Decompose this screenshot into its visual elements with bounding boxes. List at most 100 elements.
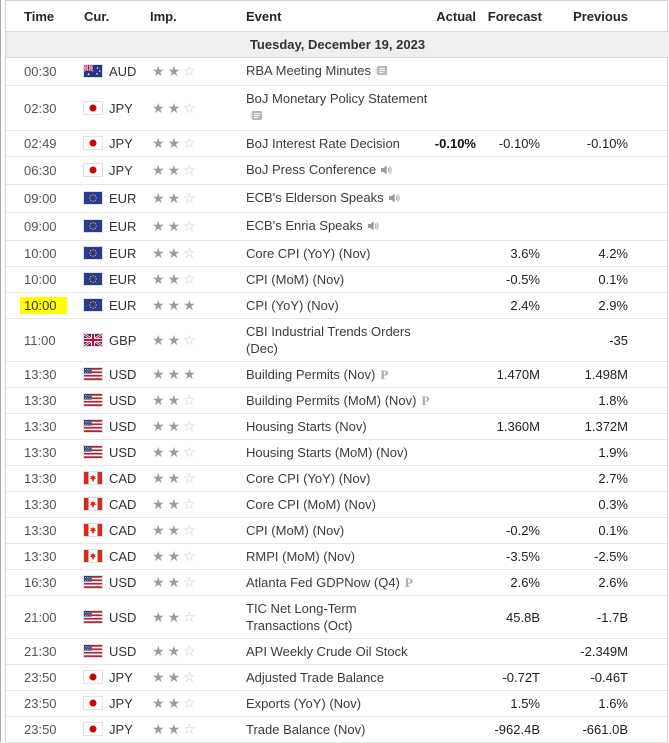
preliminary-icon: P <box>380 367 389 382</box>
event-name[interactable]: BoJ Interest Rate Decision <box>246 136 400 151</box>
event-time: 10:00 <box>6 266 84 293</box>
event-name[interactable]: ECB's Elderson Speaks <box>246 190 384 205</box>
calendar-body: Tuesday, December 19, 2023 00:30 AUD ★ ★ ☆ RB… <box>6 31 669 743</box>
event-cell: CPI (YoY) (Nov) <box>246 292 434 319</box>
event-time: 23:50 <box>6 664 84 691</box>
star-filled-icon: ★ <box>152 99 165 116</box>
currency-code: JPY <box>109 163 133 178</box>
star-filled-icon: ★ <box>167 99 181 116</box>
event-name[interactable]: RMPI (MoM) (Nov) <box>246 549 356 564</box>
currency-code: EUR <box>109 272 137 287</box>
event-forecast: 45.8B <box>476 595 542 639</box>
importance-rating: ★ ★ ☆ <box>150 716 246 743</box>
event-previous: 1.6% <box>542 690 669 717</box>
star-filled-icon: ★ <box>152 392 165 408</box>
event-name[interactable]: BoJ Press Conference <box>246 162 377 177</box>
event-name[interactable]: BoJ Monetary Policy Statement <box>246 91 428 106</box>
eu-flag <box>84 247 102 259</box>
event-name[interactable]: RBA Meeting Minutes <box>246 63 372 78</box>
event-cell: API Weekly Crude Oil Stock <box>246 638 434 665</box>
event-time: 13:30 <box>6 465 84 492</box>
event-name[interactable]: ECB's Enria Speaks <box>246 218 363 233</box>
time-label: 23:50 <box>24 722 57 737</box>
importance-rating: ★ ★ ☆ <box>150 413 246 440</box>
event-previous: 0.1% <box>542 266 669 293</box>
event-name[interactable]: Core CPI (MoM) (Nov) <box>246 497 377 512</box>
event-name[interactable]: Exports (YoY) (Nov) <box>246 696 362 711</box>
event-forecast: 1.470M <box>476 361 542 388</box>
event-cell: BoJ Monetary Policy Statement <box>246 85 434 131</box>
event-previous <box>542 156 669 185</box>
star-filled-icon: ★ <box>183 366 196 382</box>
event-currency: AUD <box>84 57 150 86</box>
event-name[interactable]: API Weekly Crude Oil Stock <box>246 644 408 659</box>
column-header-time: Time <box>6 1 84 32</box>
star-filled-icon: ★ <box>167 496 181 512</box>
event-currency: CAD <box>84 517 150 544</box>
canada-flag <box>84 524 102 536</box>
star-empty-icon: ☆ <box>183 392 196 408</box>
event-name[interactable]: Housing Starts (MoM) (Nov) <box>246 445 408 460</box>
event-forecast <box>476 439 542 466</box>
time-label: 09:00 <box>24 191 57 206</box>
event-cell: Building Permits (MoM) (Nov) P <box>246 387 434 414</box>
event-currency: USD <box>84 439 150 466</box>
event-name[interactable]: CPI (YoY) (Nov) <box>246 298 339 313</box>
event-actual <box>434 361 476 388</box>
event-name[interactable]: Building Permits (MoM) (Nov) <box>246 393 417 408</box>
eu-flag <box>84 273 102 285</box>
currency-code: JPY <box>109 136 133 151</box>
event-cell: Core CPI (MoM) (Nov) <box>246 491 434 518</box>
event-cell: CPI (MoM) (Nov) <box>246 517 434 544</box>
currency-code: USD <box>109 393 137 408</box>
importance-rating: ★ ★ ☆ <box>150 387 246 414</box>
event-name[interactable]: Core CPI (YoY) (Nov) <box>246 471 371 486</box>
event-cell: TIC Net Long-Term Transactions (Oct) <box>246 595 434 639</box>
event-name[interactable]: Trade Balance (Nov) <box>246 722 366 737</box>
column-header-currency: Cur. <box>84 1 150 32</box>
column-header-forecast: Forecast <box>476 1 542 32</box>
event-row: 23:50 JPY ★ ★ ☆ Trade Balance (Nov) -962.4B -66… <box>6 716 669 743</box>
report-icon <box>250 109 263 126</box>
preliminary-icon: P <box>421 393 430 408</box>
event-time: 23:50 <box>6 716 84 743</box>
event-actual <box>434 638 476 665</box>
event-name[interactable]: Atlanta Fed GDPNow (Q4) <box>246 575 400 590</box>
event-row: 02:49 JPY ★ ★ ☆ BoJ Interest Rate Decision -0.… <box>6 130 669 157</box>
australia-flag <box>84 65 102 77</box>
importance-rating: ★ ★ ☆ <box>150 439 246 466</box>
event-currency: EUR <box>84 212 150 241</box>
event-name[interactable]: Housing Starts (Nov) <box>246 419 367 434</box>
star-empty-icon: ☆ <box>183 271 196 287</box>
event-previous <box>542 212 669 241</box>
event-currency: GBP <box>84 318 150 362</box>
event-name[interactable]: Core CPI (YoY) (Nov) <box>246 246 371 261</box>
currency-code: CAD <box>109 549 137 564</box>
economic-calendar-table: Time Cur. Imp. Event Actual Forecast Pre… <box>6 1 669 743</box>
event-cell: CPI (MoM) (Nov) <box>246 266 434 293</box>
star-filled-icon: ★ <box>167 162 181 178</box>
event-actual <box>434 595 476 639</box>
event-time: 10:00 <box>6 240 84 267</box>
event-forecast: 2.6% <box>476 569 542 596</box>
event-currency: CAD <box>84 465 150 492</box>
event-time: 13:30 <box>6 387 84 414</box>
event-name[interactable]: CPI (MoM) (Nov) <box>246 272 345 287</box>
event-name[interactable]: CPI (MoM) (Nov) <box>246 523 345 538</box>
star-empty-icon: ☆ <box>183 643 196 659</box>
event-actual <box>434 57 476 86</box>
importance-rating: ★ ★ ☆ <box>150 130 246 157</box>
event-name[interactable]: Building Permits (Nov) <box>246 367 376 382</box>
calendar-header: Time Cur. Imp. Event Actual Forecast Pre… <box>6 1 669 32</box>
event-forecast: -0.5% <box>476 266 542 293</box>
event-actual <box>434 413 476 440</box>
event-previous: 2.6% <box>542 569 669 596</box>
event-name[interactable]: Adjusted Trade Balance <box>246 670 385 685</box>
event-forecast <box>476 491 542 518</box>
currency-code: USD <box>109 445 137 460</box>
event-actual: -0.10% <box>434 130 476 157</box>
event-name[interactable]: CBI Industrial Trends Orders (Dec) <box>246 324 411 356</box>
event-name[interactable]: TIC Net Long-Term Transactions (Oct) <box>246 601 357 633</box>
star-filled-icon: ★ <box>167 271 181 287</box>
currency-code: USD <box>109 575 137 590</box>
